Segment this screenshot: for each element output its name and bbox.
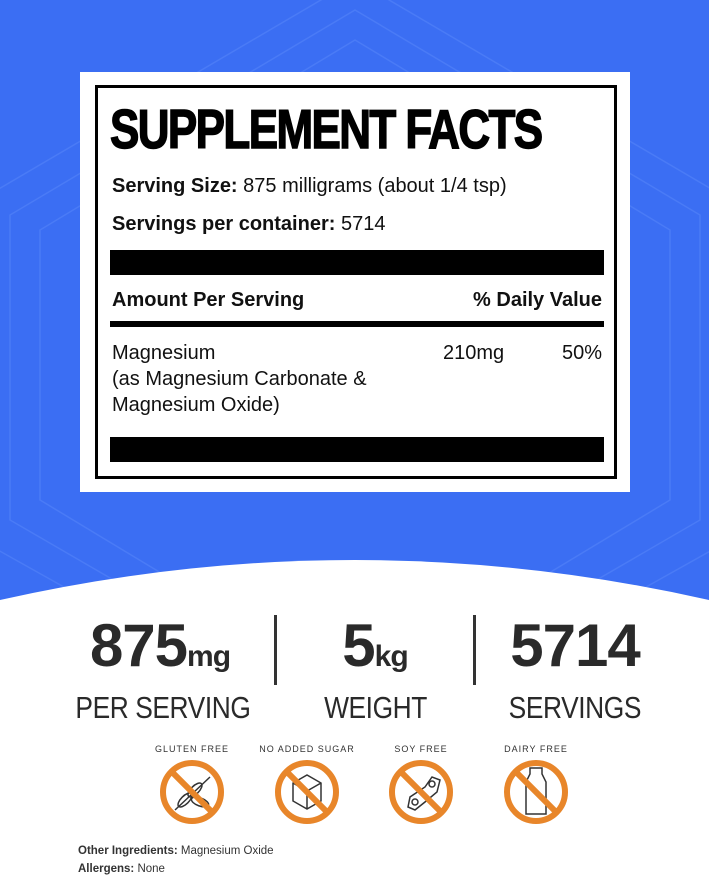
soybean-icon [407, 776, 441, 811]
badge-label-soy-free: SOY FREE [394, 744, 448, 754]
dv-header: % Daily Value [473, 289, 602, 311]
supplement-facts-label: SUPPLEMENT FACTS Serving Size: 875 milli… [80, 72, 630, 492]
stat-divider [274, 615, 277, 685]
allergens: Allergens: None [78, 863, 165, 875]
serving-size: Serving Size: 875 milligrams (about 1/4 … [112, 175, 507, 197]
divider-bar [110, 437, 604, 462]
stat-divider [473, 615, 476, 685]
ingredient-name: Magnesium (as Magnesium Carbonate & Magnes… [112, 342, 367, 416]
milk-bottle-icon [525, 767, 547, 815]
badges [160, 760, 568, 824]
other-ingredients: Other Ingredients: Magnesium Oxide [78, 845, 274, 857]
divider-bar [110, 250, 604, 275]
badge-dairy-free [504, 760, 568, 824]
badge-gluten-free [160, 760, 224, 824]
servings-per-container: Servings per container: 5714 [112, 213, 386, 235]
badge-label-no-added-sugar: NO ADDED SUGAR [259, 744, 355, 754]
badge-no-added-sugar [275, 760, 339, 824]
badge-label-gluten-free: GLUTEN FREE [154, 744, 229, 754]
facts-title: SUPPLEMENT FACTS [109, 97, 543, 161]
divider-bar [110, 321, 604, 327]
stat-servings: 5714 SERVINGS [508, 612, 642, 726]
stat-per-serving: 875mg PER SERVING [75, 612, 251, 726]
stat-weight: 5kg WEIGHT [323, 612, 427, 726]
amount-header: Amount Per Serving [112, 289, 305, 311]
badge-soy-free [389, 760, 453, 824]
badge-label-dairy-free: DAIRY FREE [504, 744, 568, 754]
ingredient-amount: 210mg [443, 342, 505, 364]
ingredient-dv: 50% [561, 342, 602, 364]
